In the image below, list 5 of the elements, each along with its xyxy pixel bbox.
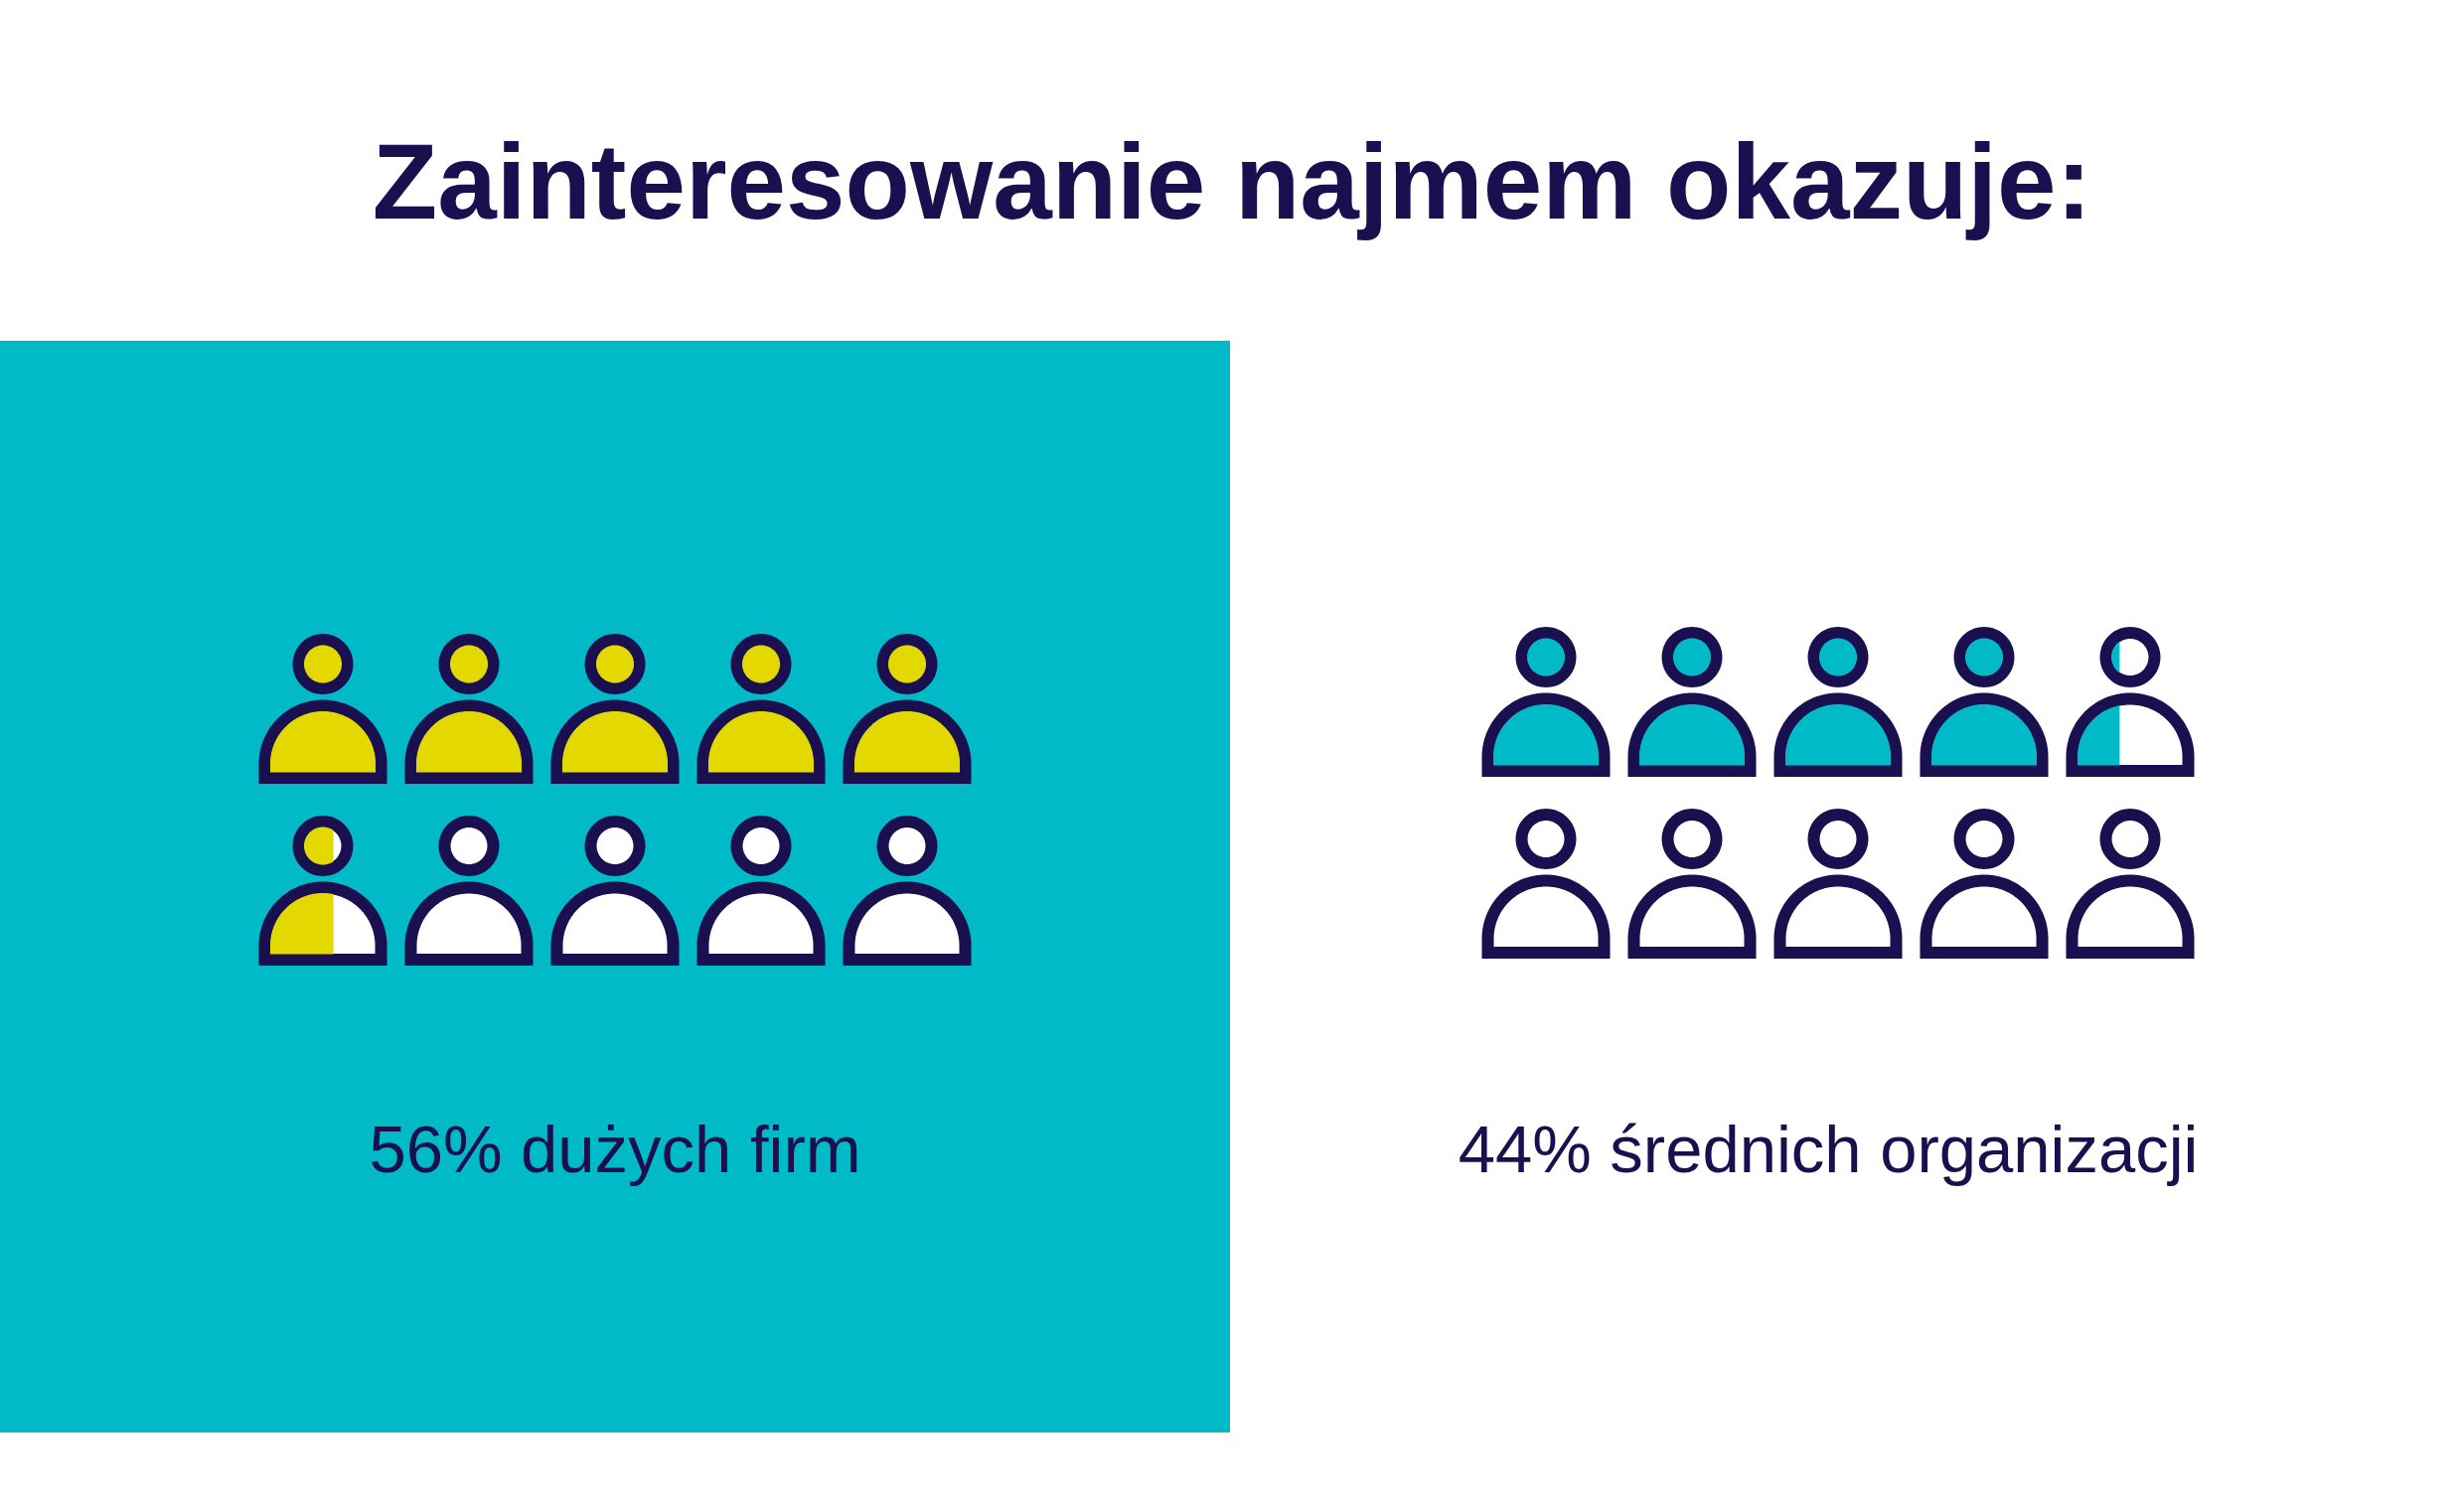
category-label: średnich organizacji	[1610, 1112, 2199, 1186]
data-label: 56%	[369, 1112, 503, 1186]
category-label: dużych firm	[521, 1112, 861, 1186]
text: Zainteresowanie najmem okazuje:	[372, 122, 2092, 241]
data-label: 44%	[1458, 1112, 1592, 1186]
